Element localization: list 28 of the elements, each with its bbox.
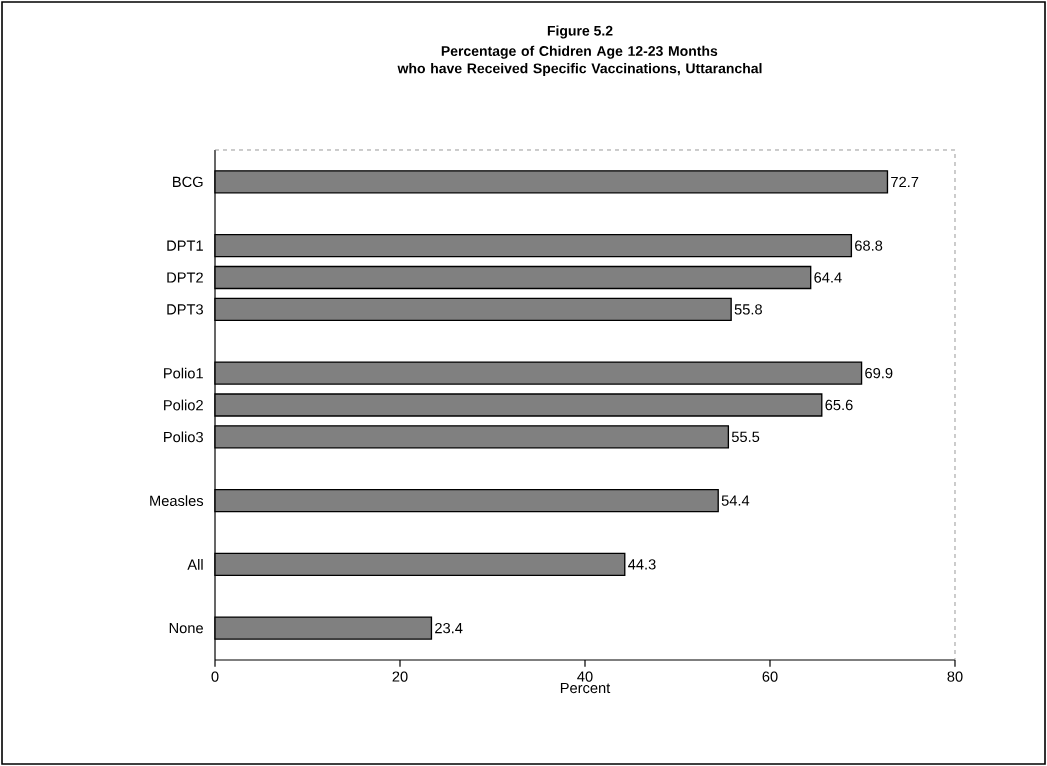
chart-subtitle: Percentage of Chidren Age 12-23 Months who have Received Specific Vaccinations, Uttaranchal <box>397 45 762 77</box>
x-tick-label: 40 <box>577 671 593 682</box>
data-label: 44.3 <box>628 559 656 570</box>
chart-title: Figure 5.2 <box>547 25 613 39</box>
x-tick-label: 80 <box>947 671 963 682</box>
y-tick-label: Polio3 <box>164 431 203 443</box>
x-tick-label: 20 <box>392 671 408 682</box>
x-tick-label: 0 <box>211 671 219 682</box>
y-tick-label: Polio2 <box>164 399 203 411</box>
data-label: 68.8 <box>855 240 883 251</box>
data-label: 55.8 <box>734 304 762 315</box>
y-tick-label: None <box>169 623 203 634</box>
data-label: 65.6 <box>825 399 853 411</box>
data-label: 23.4 <box>435 622 463 634</box>
data-label: 54.4 <box>721 495 750 506</box>
x-tick-label: 60 <box>762 671 778 682</box>
y-tick-label: DPT2 <box>167 272 203 283</box>
y-tick-label: DPT1 <box>167 240 203 251</box>
y-tick-label: BCG <box>173 176 203 188</box>
data-label: 69.9 <box>865 367 893 379</box>
y-tick-label: All <box>187 559 203 570</box>
x-axis-title: Percent <box>560 682 611 694</box>
data-label: 55.5 <box>731 431 760 442</box>
y-tick-label: Polio1 <box>164 367 203 379</box>
y-tick-label: DPT3 <box>167 304 203 315</box>
data-label: 64.4 <box>814 272 842 283</box>
data-label: 72.7 <box>891 176 919 187</box>
y-tick-label: Measles <box>150 495 204 507</box>
